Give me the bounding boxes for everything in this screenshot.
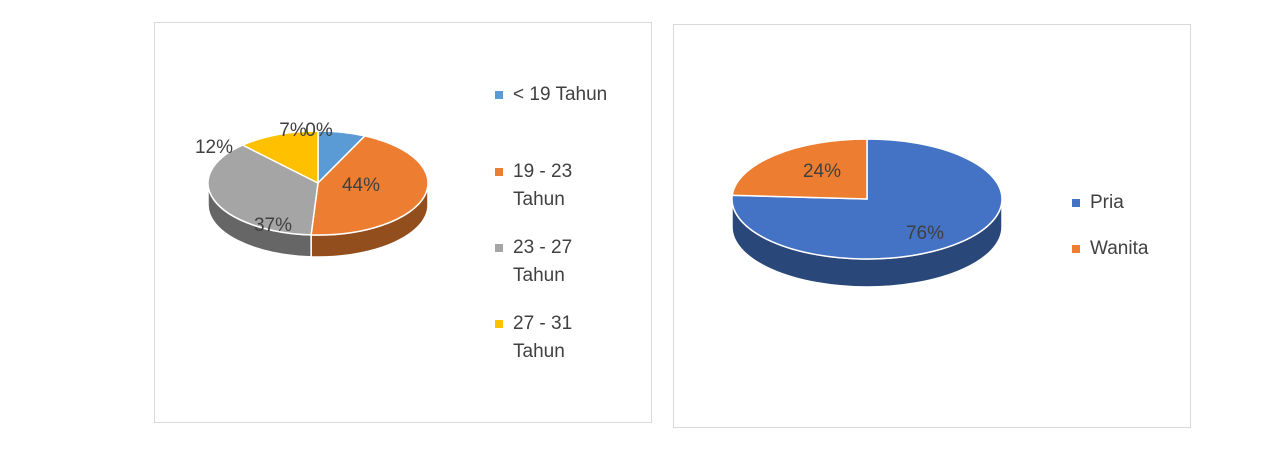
- age-legend-marker: [495, 168, 503, 176]
- gender-label-wanita: 24%: [803, 161, 841, 182]
- age-label-27-31-tahun: 12%: [195, 137, 233, 158]
- age-slice-23-27-tahun: [207, 144, 319, 236]
- gender-chart-panel: 76% 24% Pria Wanita: [673, 24, 1191, 428]
- age-label-19-tahun: 7%: [279, 120, 307, 141]
- gender-legend-label: Pria: [1090, 192, 1124, 213]
- gender-legend-label: Wanita: [1090, 238, 1149, 259]
- age-tops: [207, 130, 429, 236]
- age-label-23-27-tahun: 37%: [254, 215, 292, 236]
- age-label-19-23-tahun: 44%: [342, 175, 380, 196]
- age-label-zero: 0%: [305, 120, 333, 141]
- gender-label-pria: 76%: [906, 223, 944, 244]
- gender-slice-wanita: [731, 138, 868, 200]
- gender-legend-marker: [1072, 245, 1080, 253]
- age-legend-label: < 19 Tahun: [513, 84, 608, 105]
- age-slice-19-23-tahun: [310, 135, 429, 236]
- age-legend-marker: [495, 244, 503, 252]
- gender-legend-marker: [1072, 199, 1080, 207]
- gender-pie-chart: 76% 24%: [731, 138, 1003, 288]
- age-chart-panel: 7% 44% 37% 12% 0% < 19 Tahun 19 - 23 Tahun 23 -…: [154, 22, 652, 423]
- age-legend-label: 23 - 27 Tahun: [513, 237, 573, 286]
- age-pie-chart: 7% 44% 37% 12% 0%: [195, 120, 429, 258]
- age-legend-label: 27 - 31 Tahun: [513, 313, 573, 362]
- gender-tops: [731, 138, 1003, 260]
- age-legend-marker: [495, 91, 503, 99]
- age-slice-27-31-tahun: [240, 130, 319, 185]
- age-legend-label: 19 - 23 Tahun: [513, 161, 573, 210]
- age-legend-marker: [495, 320, 503, 328]
